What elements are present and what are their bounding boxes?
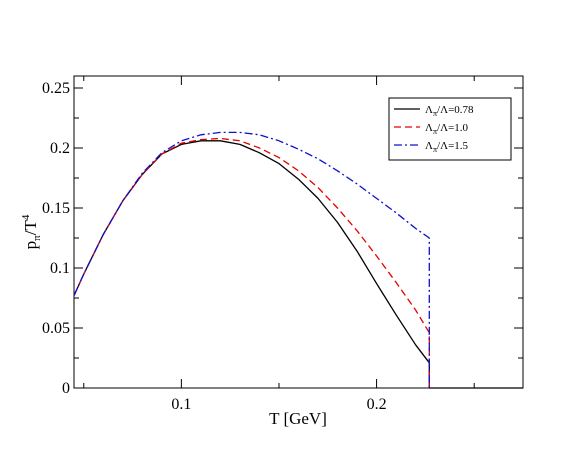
y-tick-label-0: 0: [62, 380, 70, 397]
y-tick-label-4: 0.2: [50, 140, 70, 157]
legend-label-1: Λπ/Λ=1.0: [425, 122, 469, 136]
legend: Λπ/Λ=0.78 Λπ/Λ=1.0 Λπ/Λ=1.5: [388, 97, 512, 161]
series-ratio-1-5-line: [73, 131, 430, 388]
axis-tick-labels: 0.1 0.2 0 0.05 0.1 0.15 0.2 0.25: [42, 80, 387, 413]
y-axis-label-sub: π: [31, 235, 43, 241]
plot-frame: [73, 75, 524, 389]
series-ratio-0-78-line: [73, 140, 523, 389]
x-tick-label-0: 0.1: [171, 396, 191, 413]
y-axis-label-sup: 4: [20, 214, 32, 220]
legend-label-2: Λπ/Λ=1.5: [425, 140, 469, 154]
x-axis-label: T [GeV]: [269, 409, 327, 428]
legend-label-0: Λπ/Λ=0.78: [425, 104, 474, 118]
y-axis-label-slash: /T: [21, 220, 40, 236]
y-axis-label: pπ/T4: [20, 214, 43, 249]
series-ratio-1-0-line: [73, 137, 430, 388]
svg-text:pπ/T4: pπ/T4: [20, 214, 43, 249]
y-tick-label-5: 0.25: [42, 80, 70, 97]
y-tick-label-1: 0.05: [42, 320, 70, 337]
y-tick-label-3: 0.15: [42, 200, 70, 217]
legend-box: [388, 97, 512, 161]
y-axis-label-main: p: [21, 241, 40, 250]
y-tick-label-2: 0.1: [50, 260, 70, 277]
series-lines: [73, 131, 523, 389]
x-tick-label-1: 0.2: [367, 396, 387, 413]
